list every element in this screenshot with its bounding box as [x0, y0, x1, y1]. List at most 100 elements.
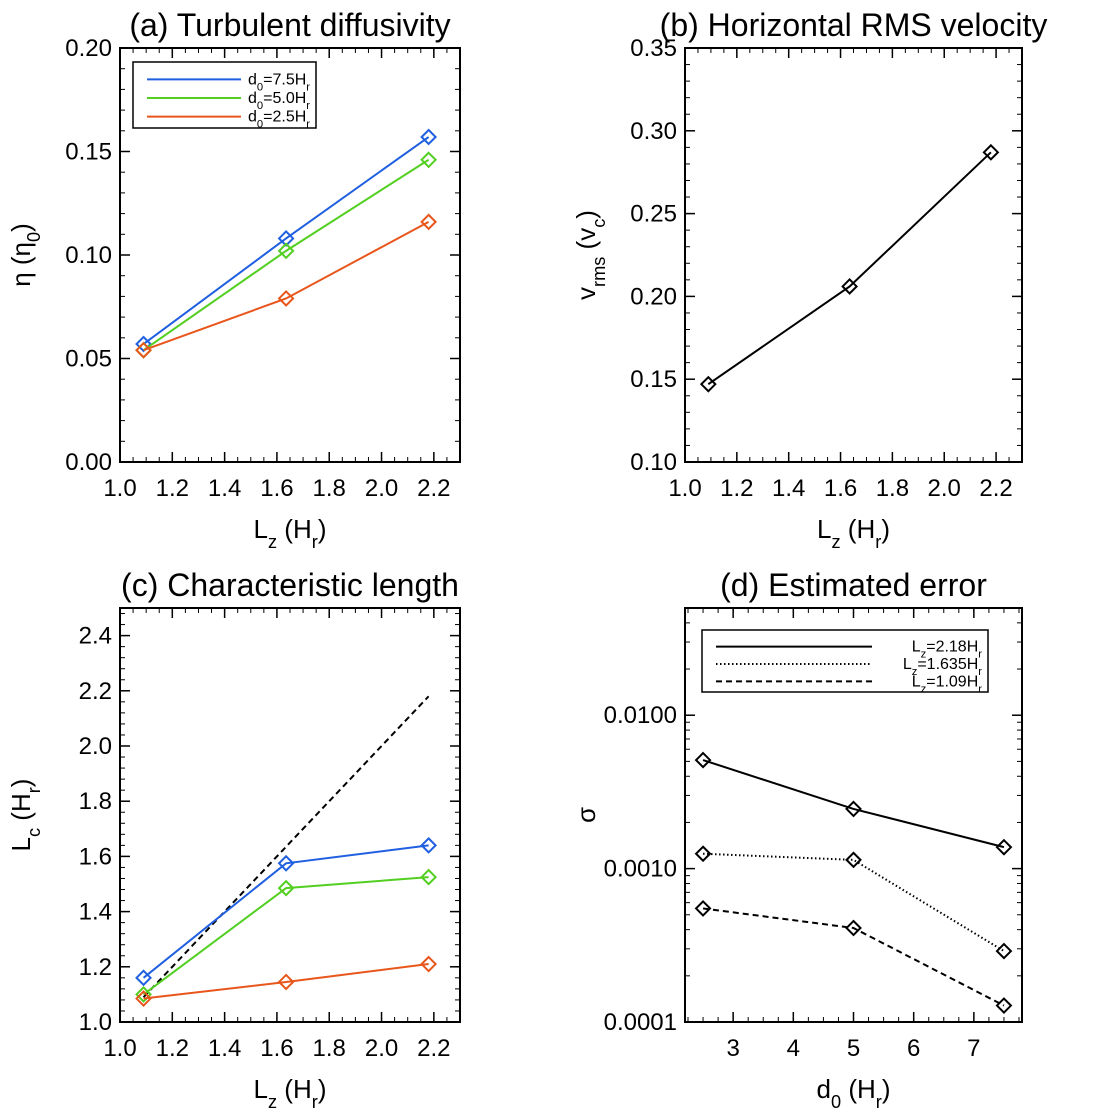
data-point	[277, 973, 295, 991]
series-line	[703, 852, 1005, 952]
data-point	[135, 969, 152, 987]
legend-label: Lz=2.18Hr	[912, 639, 983, 661]
y-tick-label: 0.10	[65, 242, 112, 269]
x-axis-label: Lz (Hr)	[254, 1074, 327, 1112]
y-axis-label: σ	[571, 807, 601, 823]
x-tick-label: 1.2	[156, 1035, 189, 1062]
data-point	[420, 955, 438, 973]
panel-turbulent-diffusivity: (a) Turbulent diffusivity 1.0 1.2 1.4 1.6 1.8…	[6, 7, 461, 552]
series-1	[694, 845, 1013, 960]
data-point	[995, 838, 1013, 856]
data-point	[694, 845, 712, 863]
y-tick-label: 0.15	[65, 139, 112, 166]
series-line	[142, 136, 430, 345]
x-axis: 1.0 1.2 1.4 1.6 1.8 2.0 2.2	[668, 48, 1023, 502]
data-point	[982, 143, 1000, 161]
y-tick-label: 2.2	[79, 678, 112, 705]
series-line	[702, 759, 1005, 849]
y-tick-label: 0.20	[630, 283, 677, 310]
data-point	[845, 800, 862, 818]
y-tick-label: 0.0010	[604, 856, 677, 883]
series-line	[142, 844, 429, 979]
chart-title: (d) Estimated error	[720, 567, 987, 603]
x-tick-label: 7	[967, 1035, 980, 1062]
data-point	[694, 751, 712, 769]
data-point	[845, 919, 862, 937]
data-point	[135, 335, 152, 353]
series-0	[135, 836, 438, 987]
x-tick-label: 1.2	[720, 475, 753, 502]
chart-title: (a) Turbulent diffusivity	[129, 7, 450, 43]
series-2	[135, 955, 438, 1007]
x-tick-label: 1.8	[876, 475, 909, 502]
data-point	[277, 854, 295, 872]
series-1	[135, 151, 438, 359]
x-tick-label: 3	[726, 1035, 739, 1062]
x-tick-label: 1.6	[824, 475, 857, 502]
x-tick-label: 1.0	[668, 475, 701, 502]
x-tick-label: 2.2	[417, 475, 450, 502]
y-axis: 0.10 0.15 0.20 0.25 0.30 0.35	[630, 35, 1022, 476]
data-point	[995, 997, 1013, 1014]
x-axis-label: Lz (Hr)	[817, 514, 890, 552]
x-tick-label: 6	[907, 1035, 920, 1062]
data-point	[420, 213, 438, 231]
y-tick-label: 2.4	[79, 623, 112, 650]
plot-frame	[119, 607, 461, 1023]
y-tick-label: 0.25	[630, 201, 677, 228]
data-point	[841, 278, 859, 295]
legend-label: d0=2.5Hr	[248, 109, 310, 131]
series-1	[135, 868, 438, 1003]
data-point	[694, 900, 712, 917]
y-tick-label: 1.8	[79, 788, 112, 815]
x-tick-label: 2.2	[417, 1035, 450, 1062]
y-tick-label: 0.10	[630, 449, 677, 476]
y-tick-label: 0.15	[630, 366, 677, 393]
x-axis: 1.0 1.2 1.4 1.6 1.8 2.0 2.2	[103, 48, 461, 502]
series-0	[135, 128, 438, 353]
legend-label: Lz=1.09Hr	[912, 673, 983, 695]
data-point	[277, 879, 295, 897]
x-tick-label: 1.4	[772, 475, 805, 502]
y-tick-label: 0.05	[65, 346, 112, 373]
reference-line	[142, 695, 430, 998]
x-tick-label: 1.8	[313, 1035, 346, 1062]
y-axis: 1.0 1.2 1.4 1.6 1.8 2.0 2.2 2.4	[79, 613, 460, 1036]
legend-label: d0=5.0Hr	[248, 90, 310, 112]
y-tick-label: 1.2	[79, 954, 112, 981]
series-line	[143, 220, 430, 352]
y-tick-label: 1.4	[79, 899, 112, 926]
data-point	[995, 942, 1013, 960]
legend-label: Lz=1.635Hr	[903, 656, 982, 678]
x-axis-label: d0 (Hr)	[817, 1074, 891, 1112]
x-axis-label: Lz (Hr)	[254, 514, 327, 552]
data-point	[135, 985, 152, 1003]
x-tick-label: 1.4	[208, 1035, 241, 1062]
chart-title: (c) Characteristic length	[121, 567, 459, 603]
data-point	[277, 242, 295, 260]
data-point	[420, 868, 438, 886]
y-axis-label: η (η0)	[6, 223, 44, 287]
data-point	[420, 151, 438, 169]
x-axis: 1.0 1.2 1.4 1.6 1.8 2.0 2.2	[103, 608, 461, 1062]
x-tick-label: 1.0	[103, 1035, 136, 1062]
data-point	[699, 375, 717, 393]
y-tick-label: 0.00	[65, 449, 112, 476]
series-line	[142, 158, 430, 352]
x-axis: 3 4 5 6 7	[687, 608, 1020, 1062]
data-point	[135, 341, 152, 359]
x-tick-label: 1.2	[156, 475, 189, 502]
x-tick-label: 1.6	[260, 1035, 293, 1062]
y-axis-label: Lc (Hr)	[6, 779, 44, 852]
x-tick-label: 1.4	[208, 475, 241, 502]
x-tick-label: 1.8	[313, 475, 346, 502]
y-tick-label: 0.0001	[604, 1009, 677, 1036]
series-line	[143, 963, 429, 1000]
x-tick-label: 4	[787, 1035, 800, 1062]
plot-frame	[684, 47, 1023, 463]
panel-characteristic-length: (c) Characteristic length 1.0 1.2 1.4 1.6 1.8…	[6, 567, 461, 1112]
